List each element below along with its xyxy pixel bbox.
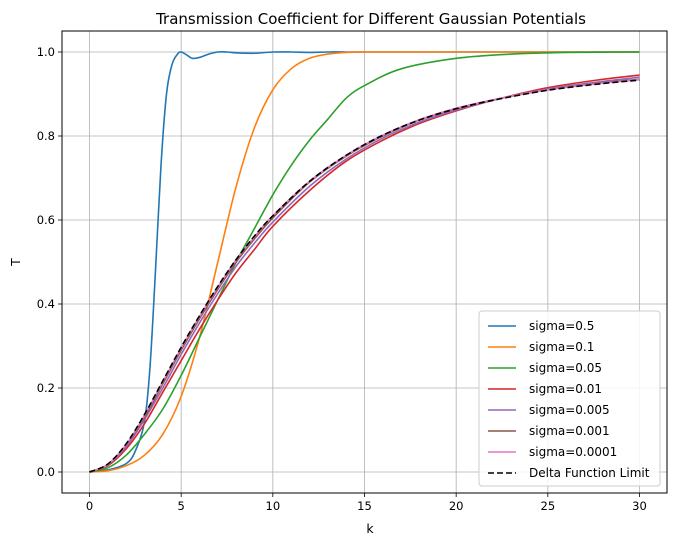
- series-line-delta-function-limit: [89, 79, 640, 473]
- x-tick-label: 10: [266, 499, 281, 513]
- legend-label: sigma=0.5: [529, 319, 594, 333]
- y-tick-label: 0.2: [37, 381, 55, 395]
- legend-label: sigma=0.01: [529, 382, 602, 396]
- series-line-sigma-0-1: [89, 51, 640, 473]
- y-tick-label: 1.0: [37, 45, 55, 59]
- x-tick-label: 0: [86, 499, 93, 513]
- x-axis-label: k: [366, 521, 374, 536]
- legend-label: sigma=0.005: [529, 403, 610, 417]
- y-tick-label: 0.0: [37, 465, 55, 479]
- legend-label: sigma=0.0001: [529, 445, 617, 459]
- legend: sigma=0.5 sigma=0.1 sigma=0.05 sigma=0.01 si…: [478, 310, 661, 487]
- series-line-sigma-0-05: [89, 51, 640, 473]
- legend-label: sigma=0.001: [529, 424, 610, 438]
- legend-label: sigma=0.1: [529, 340, 594, 354]
- axis-ticks: 0 5 10 15 20 25 30 0.0 0.2 0.4 0.6 0.8 1.0: [37, 45, 647, 513]
- y-tick-label: 0.8: [37, 129, 55, 143]
- x-tick-label: 20: [449, 499, 464, 513]
- x-tick-label: 30: [632, 499, 647, 513]
- y-tick-label: 0.6: [37, 213, 55, 227]
- x-tick-label: 5: [178, 499, 185, 513]
- x-tick-label: 25: [541, 499, 556, 513]
- x-tick-label: 15: [357, 499, 372, 513]
- y-axis-label: T: [8, 258, 23, 267]
- series-lines: [89, 51, 640, 473]
- legend-label: Delta Function Limit: [529, 466, 650, 480]
- legend-label: sigma=0.05: [529, 361, 602, 375]
- legend-box: [478, 310, 661, 487]
- chart-title: Transmission Coefficient for Different G…: [155, 10, 586, 28]
- y-tick-label: 0.4: [37, 297, 55, 311]
